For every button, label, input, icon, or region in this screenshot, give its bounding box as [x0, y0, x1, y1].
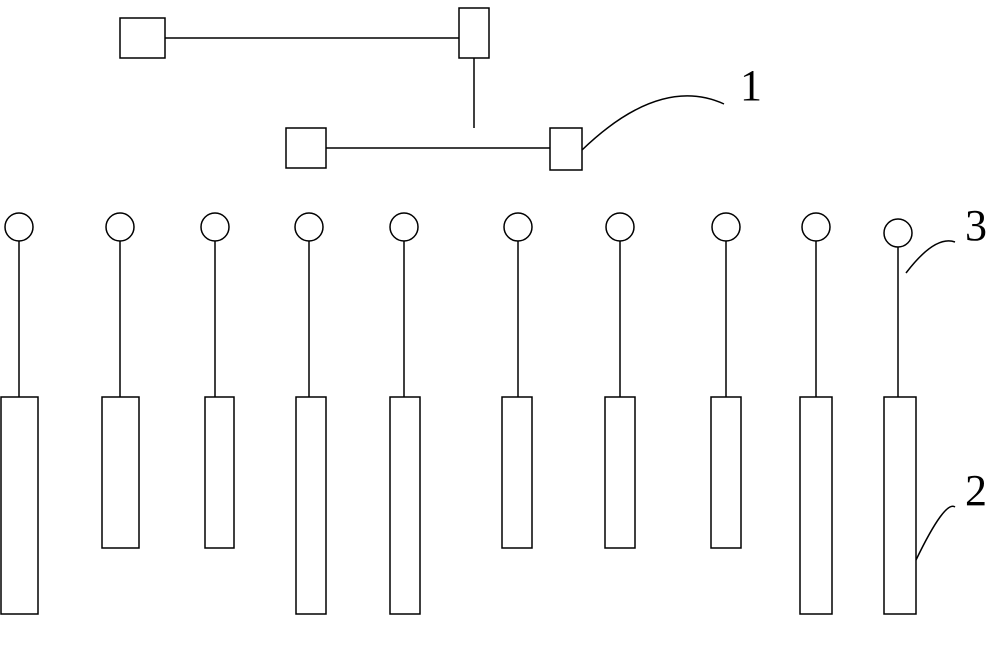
bar-rect	[296, 397, 326, 614]
bar-rect	[605, 397, 635, 548]
node-circle	[802, 213, 830, 241]
node-circle	[390, 213, 418, 241]
leader-curve	[906, 241, 955, 273]
node-circle	[5, 213, 33, 241]
bar-rect	[390, 397, 420, 614]
top-square	[550, 128, 582, 170]
node-circle	[201, 213, 229, 241]
node-circle	[712, 213, 740, 241]
node-circle	[106, 213, 134, 241]
technical-diagram: 1 3 2	[0, 0, 1000, 661]
bar-rect	[800, 397, 832, 614]
top-square	[286, 128, 326, 168]
leader-curve	[582, 96, 724, 150]
node-circle	[504, 213, 532, 241]
annotation-label: 2	[965, 466, 987, 515]
node-circle	[884, 219, 912, 247]
top-square	[120, 18, 165, 58]
annotation-label: 3	[965, 201, 987, 250]
bar-rect	[711, 397, 741, 548]
bar-rect	[205, 397, 234, 548]
node-circle	[606, 213, 634, 241]
top-square	[459, 8, 489, 58]
node-circle	[295, 213, 323, 241]
leader-curve	[916, 506, 955, 560]
bar-rect	[884, 397, 916, 614]
bar-rect	[502, 397, 532, 548]
bar-rect	[102, 397, 139, 548]
annotation-label: 1	[740, 61, 762, 110]
bar-rect	[1, 397, 38, 614]
